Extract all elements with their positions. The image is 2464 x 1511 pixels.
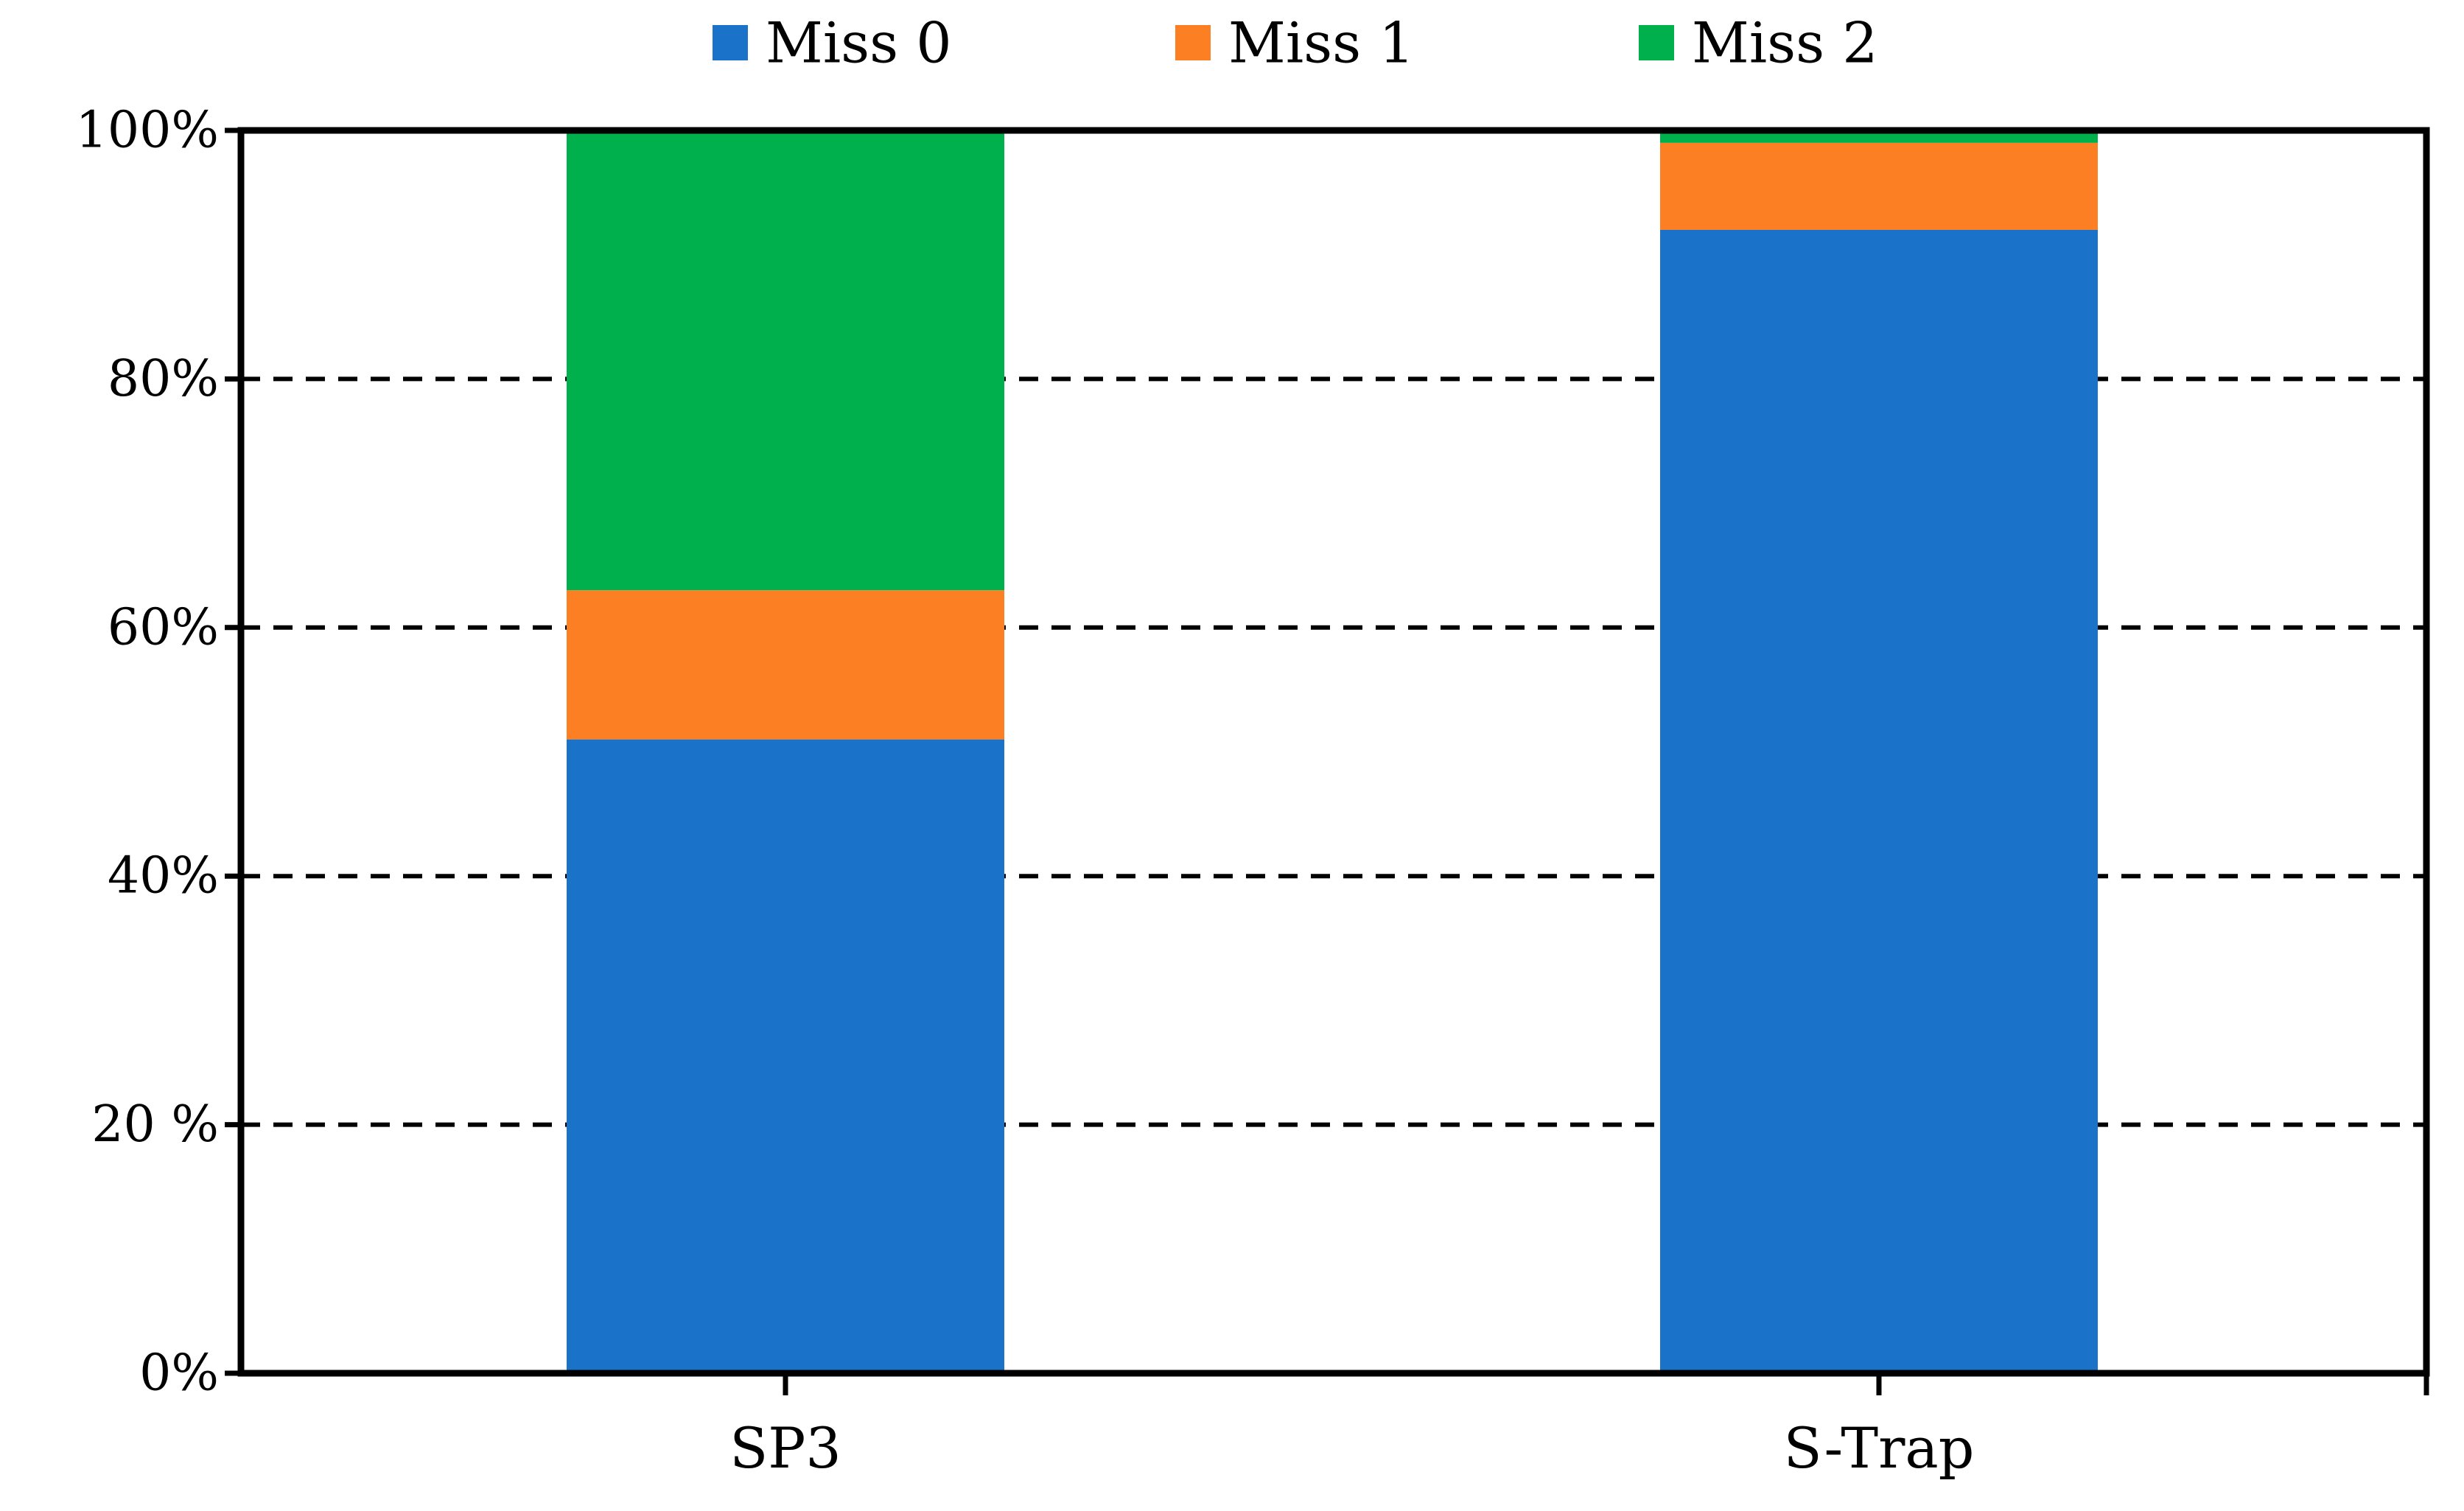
legend-item: Miss 1 xyxy=(1175,10,1415,76)
legend-swatch-miss-0 xyxy=(713,25,748,60)
y-tick-label: 40% xyxy=(108,847,219,905)
y-tick-label: 60% xyxy=(108,598,219,656)
bars xyxy=(567,130,2098,1374)
x-axis-categories: SP3 S-Trap xyxy=(729,1373,2429,1481)
y-tick-label: 100% xyxy=(76,102,219,160)
bar-s-trap-miss-0 xyxy=(1660,229,2098,1374)
legend: Miss 0 Miss 1 Miss 2 xyxy=(713,10,1878,76)
y-axis-ticks: 0% 20 % 40% 60% 80% 100% xyxy=(76,102,241,1403)
bar-sp3-miss-2 xyxy=(567,130,1004,591)
legend-label: Miss 1 xyxy=(1228,10,1415,76)
y-tick-label: 80% xyxy=(108,350,219,408)
axes xyxy=(237,127,2430,1377)
y-tick-label: 0% xyxy=(139,1345,219,1403)
bar-sp3-miss-1 xyxy=(567,590,1004,740)
bar-sp3-miss-0 xyxy=(567,739,1004,1373)
legend-swatch-miss-1 xyxy=(1175,25,1211,60)
legend-item: Miss 0 xyxy=(713,10,952,76)
x-category-label: S-Trap xyxy=(1784,1415,1975,1481)
legend-label: Miss 2 xyxy=(1692,10,1878,76)
x-category-label: SP3 xyxy=(729,1415,841,1481)
y-tick-label: 20 % xyxy=(91,1095,219,1154)
legend-item: Miss 2 xyxy=(1639,10,1878,76)
plot-frame xyxy=(237,127,2430,1377)
legend-swatch-miss-2 xyxy=(1639,25,1674,60)
legend-label: Miss 0 xyxy=(766,10,952,76)
bar-s-trap-miss-1 xyxy=(1660,142,2098,230)
